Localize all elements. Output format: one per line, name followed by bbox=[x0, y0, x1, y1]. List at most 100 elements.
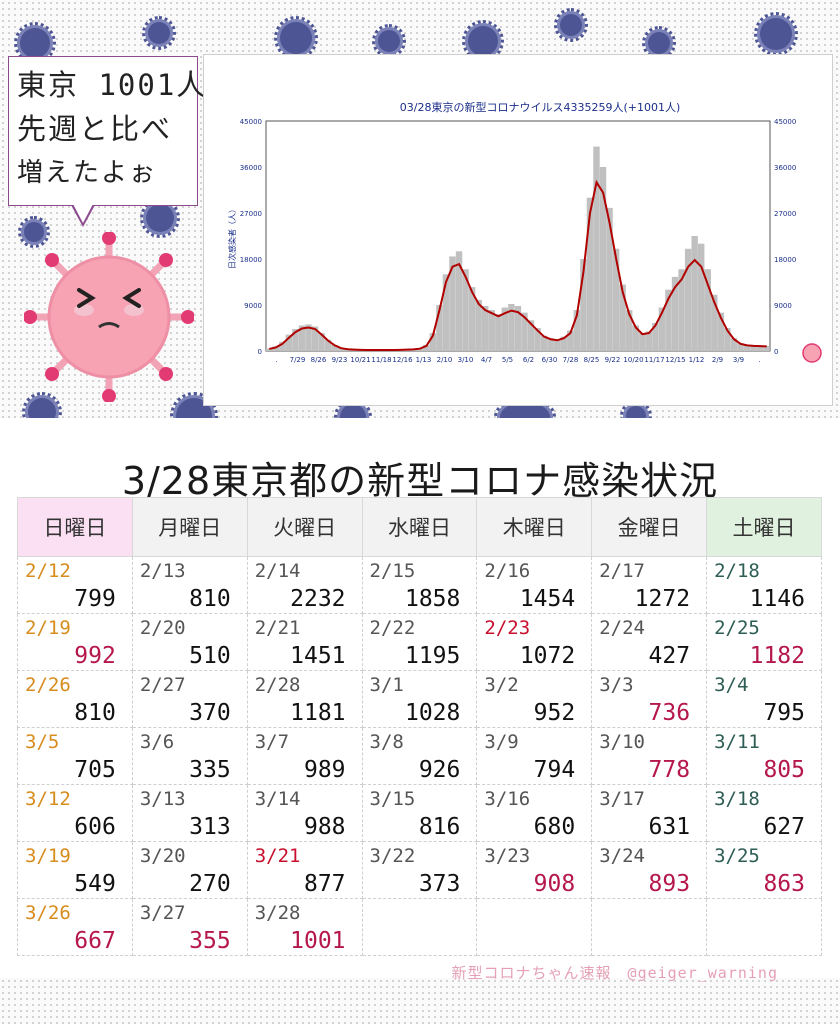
day-cell: 2/21 1451 bbox=[246, 613, 363, 671]
day-cell: 3/17 631 bbox=[591, 784, 708, 842]
chart-bar bbox=[698, 243, 705, 351]
cell-date: 3/6 bbox=[139, 731, 175, 753]
bubble-line-2: 先週と比べ bbox=[17, 112, 173, 146]
cell-date: 2/20 bbox=[139, 617, 186, 639]
cell-count: 794 bbox=[533, 757, 576, 783]
virus-decoration-icon bbox=[554, 8, 588, 42]
cell-count: 1072 bbox=[519, 643, 576, 669]
table-row: 3/5 705 3/6 335 3/7 989 3/8 926 3/9 794 3/10 778 3/1… bbox=[17, 727, 822, 785]
cell-date: 2/19 bbox=[25, 617, 71, 639]
day-cell: 2/15 1858 bbox=[361, 556, 478, 614]
chart-bar bbox=[508, 303, 515, 351]
x-tick-label: 12/16 bbox=[392, 356, 413, 364]
day-cell: 3/6 335 bbox=[131, 727, 248, 785]
cell-count: 1182 bbox=[749, 643, 805, 669]
chart-bar bbox=[501, 307, 509, 351]
x-tick-label: 2/10 bbox=[437, 356, 453, 364]
virus-decoration-icon bbox=[140, 198, 180, 238]
cell-date: 3/9 bbox=[484, 731, 519, 753]
cell-count: 810 bbox=[74, 700, 116, 726]
day-cell: 3/19 549 bbox=[17, 841, 133, 899]
chart-bar bbox=[495, 314, 502, 351]
cell-count: 370 bbox=[189, 700, 231, 726]
chart-bar bbox=[691, 236, 698, 351]
table-row: 3/12 606 3/13 313 3/14 988 3/15 816 3/16 680 3/17 6… bbox=[17, 784, 822, 842]
cell-date: 3/24 bbox=[599, 845, 645, 867]
chart-bar bbox=[619, 284, 626, 351]
cell-count: 373 bbox=[418, 871, 461, 897]
day-cell: 3/12 606 bbox=[17, 784, 133, 842]
cell-date: 2/28 bbox=[254, 674, 301, 696]
chart-bar bbox=[527, 320, 535, 351]
chart-bar bbox=[266, 348, 273, 351]
virus-decoration-icon bbox=[642, 26, 676, 60]
day-cell: 2/16 1454 bbox=[476, 556, 593, 614]
x-tick-label: 3/10 bbox=[458, 356, 474, 364]
virus-decoration-icon bbox=[462, 20, 504, 62]
chart-bar bbox=[606, 207, 613, 351]
chart-bar bbox=[652, 322, 659, 351]
chart-bar bbox=[560, 336, 567, 351]
cell-count: 816 bbox=[418, 814, 461, 840]
cell-count: 1146 bbox=[749, 586, 805, 612]
cell-date: 3/25 bbox=[714, 845, 760, 867]
page-title: 3/28東京都の新型コロナ感染状況 bbox=[121, 459, 719, 503]
cell-count: 805 bbox=[763, 757, 805, 783]
chart-bar bbox=[455, 251, 463, 351]
x-tick-label: 3/9 bbox=[733, 356, 744, 364]
cell-date: 3/13 bbox=[139, 788, 186, 810]
weekday-header: 日曜日 bbox=[17, 497, 133, 557]
cell-date: 3/5 bbox=[25, 731, 60, 753]
chart-title: 03/28東京の新型コロナウイルス4335259人(+1001人) bbox=[400, 100, 680, 114]
cell-date: 2/14 bbox=[254, 560, 301, 582]
chart-bar bbox=[554, 339, 561, 351]
day-cell: 2/13 810 bbox=[131, 556, 248, 614]
chart-bar bbox=[534, 328, 541, 351]
chart-bar bbox=[272, 346, 279, 351]
chart-bar bbox=[684, 248, 692, 351]
day-cell bbox=[706, 898, 822, 956]
y-tick-label: 0 bbox=[258, 348, 262, 356]
day-cell: 3/13 313 bbox=[131, 784, 248, 842]
cell-date: 2/21 bbox=[254, 617, 301, 639]
cell-count: 1272 bbox=[634, 586, 691, 612]
bubble-tail bbox=[71, 204, 95, 227]
chart-bar bbox=[678, 269, 685, 351]
chart-bar bbox=[514, 306, 522, 351]
x-tick-label: 8/25 bbox=[584, 356, 600, 364]
table-row: 3/19 549 3/20 270 3/21 877 3/22 373 3/23 908 3/24 8… bbox=[17, 841, 822, 899]
weekly-cases-table: 日曜日 月曜日 火曜日 水曜日 木曜日 金曜日 土曜日 2/12 799 2/13 810 2/14… bbox=[17, 497, 822, 956]
cell-date: 3/17 bbox=[599, 788, 645, 810]
chart-bar bbox=[632, 325, 639, 351]
day-cell: 3/16 680 bbox=[476, 784, 593, 842]
day-cell: 2/28 1181 bbox=[246, 670, 363, 728]
weekday-header: 土曜日 bbox=[706, 497, 822, 557]
x-tick-label: 4/7 bbox=[481, 356, 492, 364]
day-cell: 3/14 988 bbox=[246, 784, 363, 842]
x-tick-label: 8/26 bbox=[311, 356, 327, 364]
cell-date: 2/18 bbox=[714, 560, 760, 582]
cell-date: 3/8 bbox=[369, 731, 404, 753]
chart-bar bbox=[540, 335, 548, 351]
cell-count: 313 bbox=[189, 814, 231, 840]
cell-count: 1001 bbox=[290, 928, 346, 954]
cell-count: 355 bbox=[189, 928, 231, 954]
x-tick-label: 11/18 bbox=[371, 356, 391, 364]
cell-date: 2/12 bbox=[25, 560, 71, 582]
cell-count: 549 bbox=[74, 871, 116, 897]
day-cell: 3/24 893 bbox=[591, 841, 708, 899]
chart-bar bbox=[279, 341, 286, 351]
chart-bar bbox=[318, 333, 325, 351]
x-tick-label: 9/22 bbox=[605, 356, 621, 364]
cell-date: 2/24 bbox=[599, 617, 645, 639]
chart-bar bbox=[724, 328, 731, 351]
chart-bar bbox=[292, 329, 299, 351]
day-cell bbox=[476, 898, 593, 956]
chart-y-axis-label: 日次感染者（人） bbox=[227, 205, 237, 269]
table-row: 3/26 667 3/27 355 3/28 1001 bbox=[17, 898, 822, 956]
chart-bar bbox=[573, 310, 581, 351]
virus-decoration-icon bbox=[754, 12, 798, 56]
chart-bar bbox=[285, 334, 293, 351]
cell-date: 3/11 bbox=[714, 731, 760, 753]
chart-bar bbox=[442, 274, 450, 351]
